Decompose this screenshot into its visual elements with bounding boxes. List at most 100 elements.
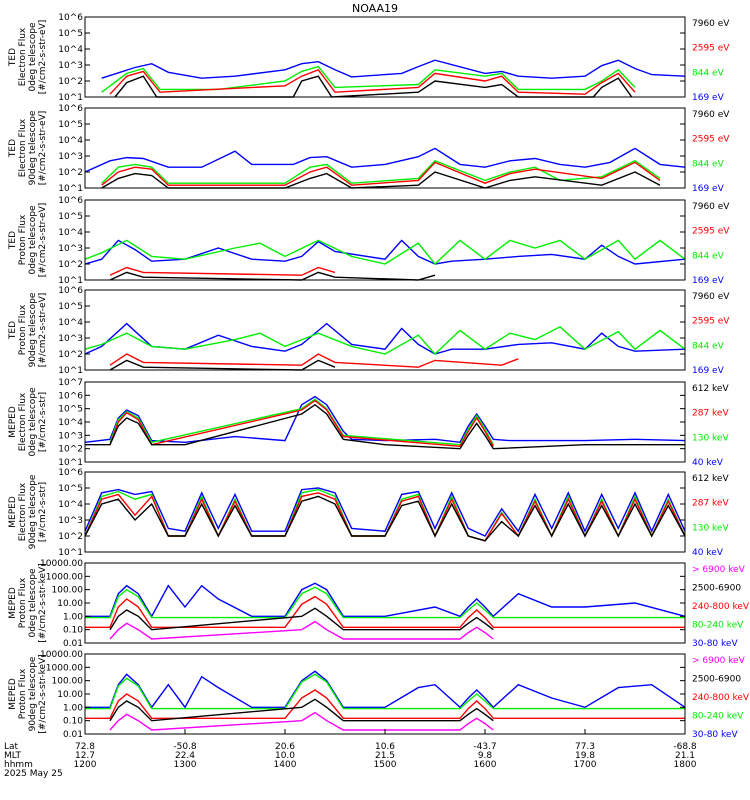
panel-frame (84, 107, 686, 189)
series-group (85, 670, 686, 731)
y-tick-label: 10^5 (58, 212, 83, 222)
legend-entry: 844 eV (692, 251, 725, 261)
y-tick-label: 10^1 (58, 366, 83, 376)
legend-entry: 130 keV (692, 433, 729, 443)
x-tick-label: -68.8 (673, 742, 697, 752)
y-axis-label-line: 0deg telescope (28, 568, 38, 638)
x-axis-labels: LatMLThhmm72.812.71200-50.822.4130020.61… (4, 729, 697, 779)
y-axis-label-line: [#/cm2-s-str-keV] (38, 654, 48, 733)
y-axis-label-line: Electron Flux (18, 118, 28, 177)
y-tick-label: 10^1 (58, 184, 83, 194)
series-line-1 (84, 239, 686, 265)
panel-frame (84, 471, 686, 553)
series-line-4 (109, 271, 436, 281)
x-tick-label: 1400 (274, 760, 297, 770)
y-tick-label: 1.00 (63, 703, 83, 713)
y-tick-label: 10^7 (58, 378, 83, 388)
x-tick-label: 1600 (474, 760, 497, 770)
x-tick-label: -43.7 (473, 742, 496, 752)
y-axis-label-line: 90deg telescope (28, 656, 38, 731)
y-tick-label: 10^4 (58, 136, 83, 146)
y-axis-label-line: [#/cm2-s-str-keV] (38, 563, 48, 642)
y-axis-label-line: [#/cm2-s-str-eV] (38, 111, 48, 186)
x-tick-label: 22.4 (175, 751, 195, 761)
x-tick-label: 9.8 (478, 751, 493, 761)
series-line-4 (85, 403, 685, 450)
series-group (84, 239, 686, 281)
legend: > 6900 keV 2500-6900 240-800 keV 80-240 keV… (692, 565, 750, 649)
y-axis-label-line: Proton Flux (18, 668, 28, 719)
y-axis-label-line: Proton Flux (18, 304, 28, 355)
series-line-1 (84, 147, 686, 173)
y-tick-label: 10^2 (58, 350, 83, 360)
x-tick-label: 1700 (574, 760, 597, 770)
panel-frame (84, 16, 686, 98)
legend: 7960 eV 2595 eV 844 eV 169 eV (692, 110, 730, 194)
panel-frame (84, 381, 686, 463)
panel-3: 10^1 10^2 10^3 10^4 10^5 10^6 TEDProton Flux0d… (8, 196, 730, 286)
series-line-3 (109, 68, 636, 95)
series-group (101, 59, 686, 98)
series-line-1 (84, 487, 686, 537)
legend-entry: 612 keV (692, 384, 729, 394)
legend-entry: 844 eV (692, 159, 725, 169)
legend-entry: 80-240 keV (692, 712, 744, 722)
legend-entry: 169 eV (692, 184, 725, 194)
legend-entry: 40 keV (692, 548, 724, 558)
x-row-label: hhmm (4, 760, 33, 770)
legend-entry: 2500-6900 (692, 584, 741, 594)
y-tick-label: 10^5 (58, 484, 83, 494)
series-line-4 (109, 698, 494, 722)
y-axis-label-line: 0deg telescope (28, 22, 38, 92)
series-line-2 (101, 65, 636, 93)
y-axis-label-line: 0deg telescope (28, 205, 38, 275)
x-tick-label: 12.7 (75, 751, 95, 761)
y-tick-label: 10^5 (58, 405, 83, 415)
plot-title: NOAA19 (352, 2, 398, 15)
x-tick-label: 1800 (674, 760, 697, 770)
y-tick-label: 10.00 (57, 690, 83, 700)
y-axis-label: MEPEDProton Flux90deg telescope[#/cm2-s-… (8, 654, 48, 733)
y-axis-label-line: 0deg telescope (28, 387, 38, 457)
x-row-label: Lat (4, 742, 19, 752)
y-tick-label: 10^2 (58, 77, 83, 87)
y-tick-label: 0.01 (63, 639, 83, 649)
panel-7: 0.010.101.0010.00100.001000.0010000.00ME… (8, 559, 750, 649)
panel-2: 10^1 10^2 10^3 10^4 10^5 10^6 TEDElectron Flux… (8, 104, 730, 194)
series-line-3 (109, 353, 519, 368)
y-tick-label: 10^6 (58, 391, 83, 401)
y-axis-label-line: 90deg telescope (28, 474, 38, 549)
y-tick-label: 10^6 (58, 13, 83, 23)
series-line-5 (109, 620, 494, 640)
y-axis-label-line: [#/cm2-s-str-eV] (38, 293, 48, 368)
y-tick-label: 100.00 (52, 586, 84, 596)
series-group (84, 322, 686, 371)
legend-entry: 30-80 keV (692, 730, 738, 740)
x-tick-label: 21.1 (675, 751, 695, 761)
y-axis-label-line: TED (8, 321, 18, 340)
series-line-4 (84, 495, 686, 542)
y-axis-label: MEPEDElectron Flux90deg telescope[#/cm2-… (8, 474, 48, 549)
y-axis-label: MEPEDProton Flux0deg telescope[#/cm2-s-s… (8, 563, 48, 642)
legend: 7960 eV 2595 eV 844 eV 169 eV (692, 202, 730, 286)
y-tick-label: 10000.00 (40, 559, 83, 569)
series-line-4 (114, 75, 633, 98)
legend: 7960 eV 2595 eV 844 eV 169 eV (692, 19, 730, 103)
y-tick-label: 0.01 (63, 730, 83, 740)
series-group (84, 395, 686, 450)
legend-entry: 7960 eV (692, 202, 730, 212)
y-tick-label: 10^3 (58, 244, 83, 254)
y-tick-label: 10^6 (58, 468, 83, 478)
legend-entry: 169 eV (692, 366, 725, 376)
legend-entry: 7960 eV (692, 19, 730, 29)
series-line-1 (101, 59, 686, 79)
y-tick-label: 10^3 (58, 431, 83, 441)
y-tick-label: 10^1 (58, 548, 83, 558)
series-line-3 (109, 399, 494, 448)
x-tick-label: 77.3 (575, 742, 595, 752)
series-line-5 (109, 711, 494, 731)
y-tick-label: 10^4 (58, 418, 83, 428)
y-axis-label-line: Electron Flux (18, 392, 28, 451)
y-tick-label: 10.00 (57, 599, 83, 609)
